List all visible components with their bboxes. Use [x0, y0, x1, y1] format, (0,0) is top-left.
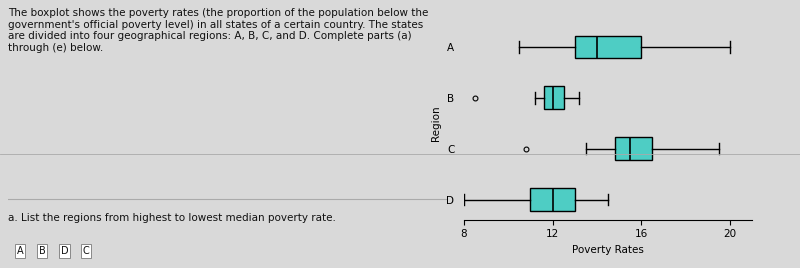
Text: a. List the regions from highest to lowest median poverty rate.: a. List the regions from highest to lowe… [8, 213, 336, 223]
Text: C: C [83, 246, 90, 256]
Text: B: B [39, 246, 46, 256]
PathPatch shape [574, 36, 642, 58]
Text: D: D [61, 246, 69, 256]
Text: A: A [17, 246, 23, 256]
PathPatch shape [614, 137, 652, 160]
Y-axis label: Region: Region [430, 106, 441, 141]
PathPatch shape [544, 86, 564, 109]
PathPatch shape [530, 188, 574, 211]
Text: The boxplot shows the poverty rates (the proportion of the population below the
: The boxplot shows the poverty rates (the… [8, 8, 428, 53]
X-axis label: Poverty Rates: Poverty Rates [572, 245, 644, 255]
